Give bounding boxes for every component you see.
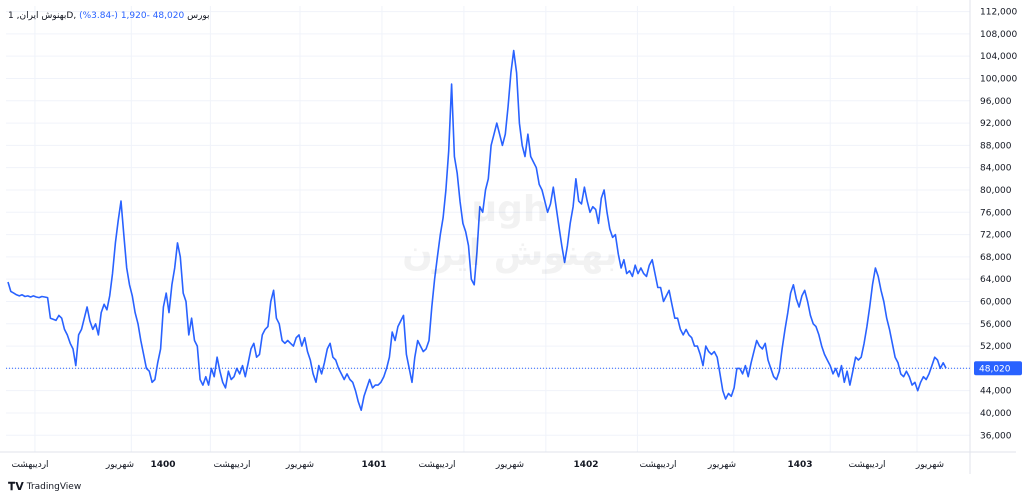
y-tick-label: 92,000 bbox=[980, 119, 1012, 129]
y-tick-label: 36,000 bbox=[980, 431, 1012, 441]
price-series-line[interactable] bbox=[7, 49, 947, 411]
last-price-label: 48,020 bbox=[979, 364, 1011, 374]
y-tick-label: 64,000 bbox=[980, 275, 1012, 285]
y-tick-label: 44,000 bbox=[980, 387, 1012, 397]
y-tick-label: 40,000 bbox=[980, 409, 1012, 419]
y-tick-label: 68,000 bbox=[980, 253, 1012, 263]
x-tick-label: اردیبهشت bbox=[639, 460, 676, 470]
x-tick-label: اردیبهشت bbox=[11, 460, 48, 470]
grid-lines bbox=[6, 6, 970, 452]
watermark-line-2: بهنوش ایرن bbox=[402, 233, 618, 274]
legend-last-price: 48,020 bbox=[152, 11, 185, 21]
y-tick-label: 100,000 bbox=[980, 74, 1017, 84]
y-tick-label: 76,000 bbox=[980, 208, 1012, 218]
y-tick-label: 104,000 bbox=[980, 52, 1017, 62]
x-tick-label: شهریور bbox=[915, 460, 944, 470]
y-tick-label: 96,000 bbox=[980, 97, 1012, 107]
legend-change: -1,920 (-3.84%) bbox=[79, 11, 150, 21]
x-tick-label: اردیبهشت bbox=[848, 460, 885, 470]
legend-symbol[interactable]: بهنوش ایران, 1D, بورس bbox=[8, 11, 210, 21]
y-tick-label: 84,000 bbox=[980, 164, 1012, 174]
y-tick-label: 52,000 bbox=[980, 342, 1012, 352]
x-tick-label: 1402 bbox=[573, 460, 598, 470]
x-tick-label: اردیبهشت bbox=[418, 460, 455, 470]
y-tick-label: 60,000 bbox=[980, 297, 1012, 307]
y-tick-label: 72,000 bbox=[980, 231, 1012, 241]
y-tick-label: 108,000 bbox=[980, 30, 1017, 40]
x-tick-label: شهریور bbox=[285, 460, 314, 470]
y-tick-label: 56,000 bbox=[980, 320, 1012, 330]
x-tick-label: 1403 bbox=[787, 460, 812, 470]
x-tick-label: شهریور bbox=[105, 460, 134, 470]
x-tick-label: شهریور bbox=[707, 460, 736, 470]
tradingview-brand[interactable]: 𝐓 V TradingView bbox=[8, 480, 81, 494]
symbol-watermark: ugh بهنوش ایرن bbox=[380, 188, 640, 276]
x-tick-label: 1400 bbox=[150, 460, 175, 470]
x-tick-label: 1401 bbox=[361, 460, 386, 470]
x-tick-label: اردیبهشت bbox=[213, 460, 250, 470]
brand-name: TradingView bbox=[26, 482, 82, 492]
symbol-legend[interactable]: بهنوش ایران, 1D, بورس 48,020 -1,920 (-3.… bbox=[8, 11, 210, 21]
last-price-tag: 48,020 bbox=[974, 361, 1022, 376]
price-axis[interactable]: 112,000 108,000 104,000 100,000 96,000 92,000… bbox=[969, 0, 1017, 474]
x-tick-label: شهریور bbox=[495, 460, 524, 470]
y-tick-label: 80,000 bbox=[980, 186, 1012, 196]
tradingview-logo-icon: 𝐓 V bbox=[8, 480, 24, 493]
time-axis[interactable]: اردیبهشت شهریور 1400 اردیبهشت شهریور 1401 اردی… bbox=[0, 451, 1016, 470]
watermark-line-1: ugh bbox=[471, 189, 549, 230]
y-tick-label: 112,000 bbox=[980, 8, 1017, 18]
y-tick-label: 88,000 bbox=[980, 141, 1012, 151]
